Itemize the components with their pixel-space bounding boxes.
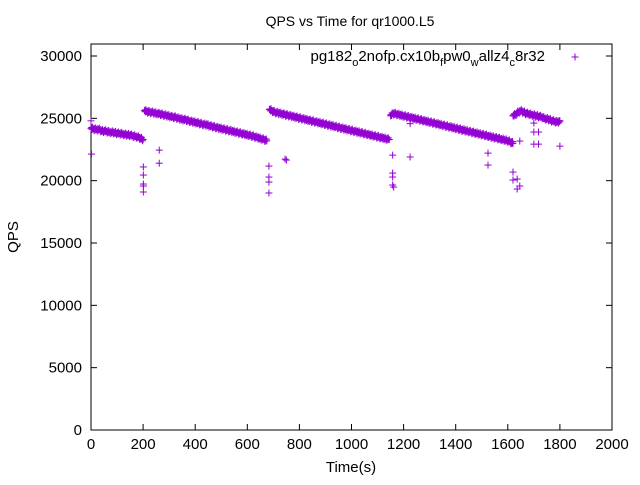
data-point-outlier [389,151,397,159]
data-point-outlier [513,175,521,183]
data-point-outlier [139,163,147,171]
x-tick-label: 800 [287,436,312,453]
legend-label-part: 2nofp.cx10b [358,48,440,65]
data-point-outlier [535,128,543,136]
data-point-outlier [484,161,492,169]
data-point [555,118,563,126]
data-point-outlier [516,137,524,145]
data-point [384,134,392,142]
y-tick-label: 5000 [49,360,82,377]
legend-marker [571,53,579,61]
data-point-outlier [390,183,398,191]
data-point [139,136,147,144]
y-tick-label: 25000 [40,110,82,127]
legend-label-part: 8r32 [515,48,545,65]
legend-label-part: pw0 [443,48,471,65]
legend-label-part: w [470,57,479,69]
legend-label-part: pg182 [310,48,352,65]
chart-title: QPS vs Time for qr1000.L5 [266,13,435,29]
data-point-outlier [139,188,147,196]
data-point [509,139,517,147]
data-point-outlier [530,119,538,127]
data-point-outlier [87,117,95,125]
y-tick-label: 15000 [40,235,82,252]
y-tick-label: 20000 [40,173,82,190]
legend-label-part: allz4 [479,48,510,65]
data-point [556,117,564,125]
data-point [262,135,270,143]
y-tick-label: 0 [74,422,82,439]
legend: pg182o2nofp.cx10bfpw0wallz4c8r32 [310,48,579,69]
data-point-outlier [406,153,414,161]
data-point [263,137,271,145]
axis-ticks: 0 200 400 600 800 1000 1200 1400 1600 1800 2000050… [40,44,629,453]
data-point-outlier [265,162,273,170]
x-tick-label: 1200 [387,436,420,453]
data-point-outlier [509,176,517,184]
x-tick-label: 1600 [491,436,524,453]
x-tick-label: 400 [183,436,208,453]
data-point-outlier [139,171,147,179]
data-point-outlier [516,182,524,190]
data-point [139,137,147,145]
data-point-outlier [484,149,492,157]
data-point-outlier [406,120,414,128]
data-point-outlier [389,173,397,181]
data-point-outlier [265,178,273,186]
x-axis-label: Time(s) [326,459,376,476]
data-point-outlier [535,140,543,148]
x-tick-label: 600 [235,436,260,453]
x-tick-label: 0 [87,436,95,453]
data-point-outlier [139,182,147,190]
x-tick-label: 1000 [335,436,368,453]
legend-label: pg182o2nofp.cx10bfpw0wallz4c8r32 [310,48,545,69]
y-tick-label: 30000 [40,48,82,65]
plot-frame [90,43,613,431]
legend-label-part: c [509,57,515,69]
data-point [385,136,393,144]
legend-label-part: o [352,57,358,69]
x-tick-label: 1800 [543,436,576,453]
data-point-outlier [556,142,564,150]
data-point-outlier [282,156,290,164]
data-point [508,138,516,146]
data-point-outlier [88,150,96,158]
data-point-outlier [509,168,517,176]
data-point-outlier [155,159,163,167]
legend-label-part: f [440,57,444,69]
x-tick-label: 200 [131,436,156,453]
y-axis-label: QPS [5,221,22,253]
legend-plus-icon [571,53,579,61]
y-tick-label: 10000 [40,297,82,314]
x-tick-label: 2000 [595,436,628,453]
data-points [87,105,564,197]
data-point-outlier [265,189,273,197]
data-point-outlier [155,146,163,154]
data-point-outlier [281,155,289,163]
x-tick-label: 1400 [439,436,472,453]
